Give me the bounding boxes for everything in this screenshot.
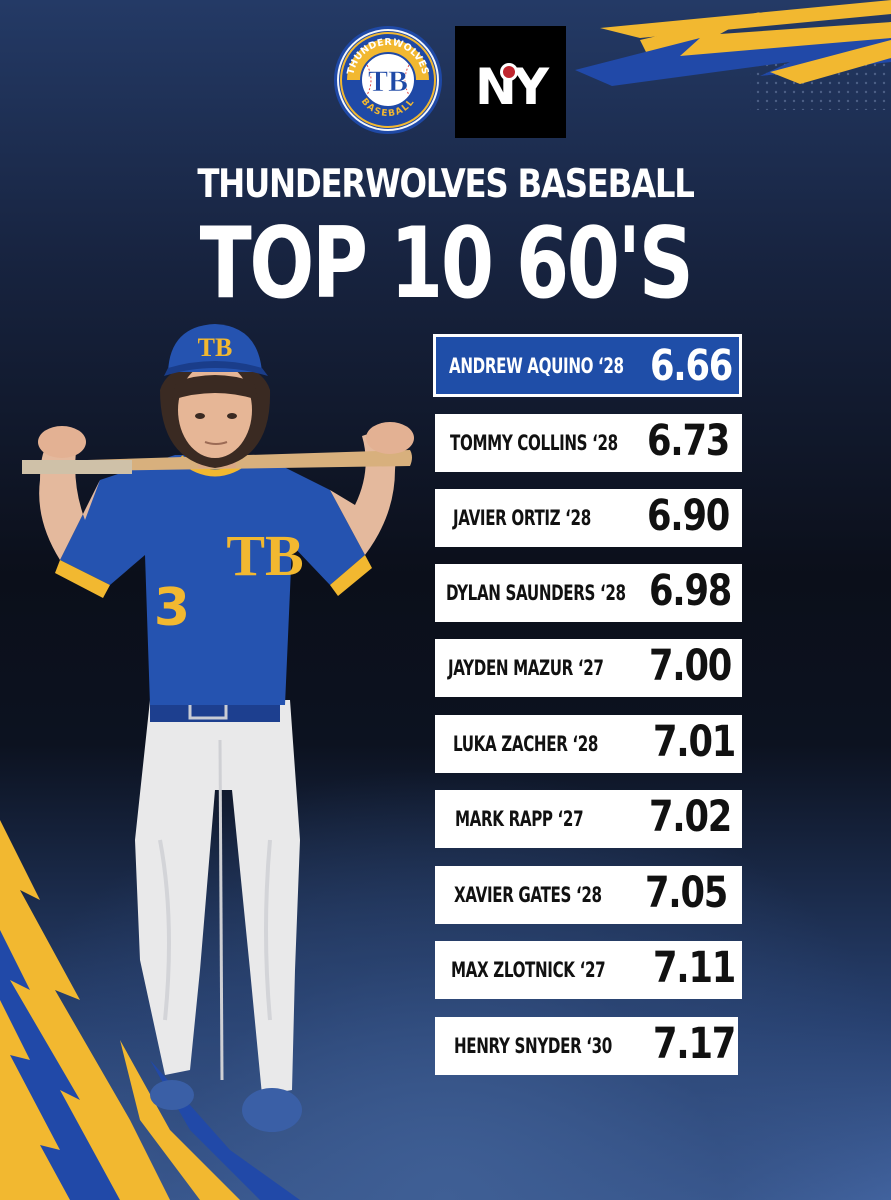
leaderboard-row: MAX ZLOTNICK ‘27 7.11 bbox=[435, 941, 742, 999]
jersey-number: 3 bbox=[154, 578, 190, 638]
cap-monogram: TB bbox=[198, 333, 233, 362]
player-name: TOMMY COLLINS ‘28 bbox=[450, 431, 618, 455]
player-time: 7.02 bbox=[649, 792, 732, 842]
player-name: LUKA ZACHER ‘28 bbox=[453, 732, 599, 756]
subtitle: THUNDERWOLVES BASEBALL bbox=[197, 162, 695, 207]
leaderboard-row: XAVIER GATES ‘28 7.05 bbox=[435, 866, 742, 924]
player-time: 7.00 bbox=[649, 641, 732, 691]
leaderboard-row: LUKA ZACHER ‘28 7.01 bbox=[435, 715, 742, 773]
player-time: 6.66 bbox=[650, 341, 733, 391]
player-name: XAVIER GATES ‘28 bbox=[454, 883, 602, 907]
player-name: ANDREW AQUINO ‘28 bbox=[449, 353, 624, 378]
player-time: 7.01 bbox=[653, 717, 736, 767]
player-name: JAVIER ORTIZ ‘28 bbox=[453, 506, 591, 530]
player-time: 7.11 bbox=[653, 943, 736, 993]
page-title: TOP 10 60'S bbox=[199, 207, 694, 321]
baseball-player-photo: 3 TB TB bbox=[22, 324, 414, 1132]
player-name: HENRY SNYDER ‘30 bbox=[454, 1034, 612, 1058]
player-time: 6.98 bbox=[649, 566, 732, 616]
player-time: 6.73 bbox=[647, 416, 730, 466]
leaderboard-row: JAYDEN MAZUR ‘27 7.00 bbox=[435, 639, 742, 697]
logo-monogram: TB bbox=[368, 65, 408, 98]
player-time: 6.90 bbox=[647, 491, 730, 541]
svg-text:TB: TB bbox=[226, 523, 303, 588]
lightning-bolt-bottom-left-icon bbox=[0, 820, 300, 1200]
leaderboard-row: TOMMY COLLINS ‘28 6.73 bbox=[435, 414, 742, 472]
player-name: DYLAN SAUNDERS ‘28 bbox=[446, 581, 626, 605]
player-name: MAX ZLOTNICK ‘27 bbox=[451, 958, 606, 982]
ny-logo: NY bbox=[455, 26, 566, 138]
leaderboard-row: MARK RAPP ‘27 7.02 bbox=[435, 790, 742, 848]
leaderboard-row: JAVIER ORTIZ ‘28 6.90 bbox=[435, 489, 742, 547]
leaderboard-row: DYLAN SAUNDERS ‘28 6.98 bbox=[435, 564, 742, 622]
player-time: 7.05 bbox=[645, 868, 728, 918]
player-name: JAYDEN MAZUR ‘27 bbox=[448, 656, 604, 680]
lightning-bolt-top-right-icon bbox=[575, 0, 891, 86]
player-name: MARK RAPP ‘27 bbox=[455, 807, 584, 831]
leaderboard-row: HENRY SNYDER ‘30 7.17 bbox=[435, 1017, 738, 1075]
player-time: 7.17 bbox=[653, 1019, 736, 1069]
leaderboard-row: ANDREW AQUINO ‘28 6.66 bbox=[433, 334, 742, 397]
thunderwolves-tb-logo: TB THUNDERWOLVES BASEBALL bbox=[334, 26, 442, 134]
